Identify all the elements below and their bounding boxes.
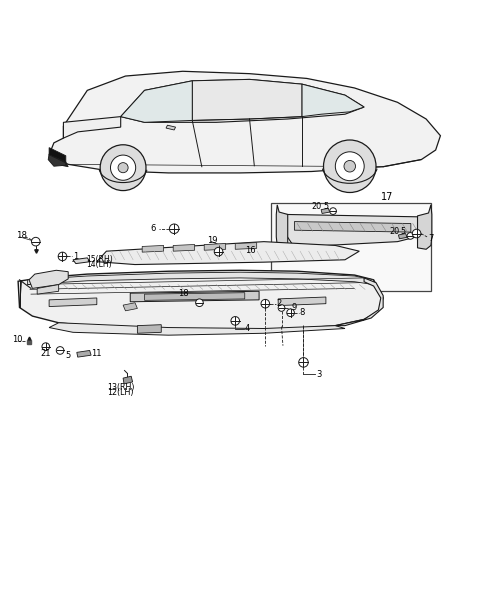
Polygon shape: [120, 79, 364, 122]
Polygon shape: [28, 272, 373, 285]
Polygon shape: [173, 245, 195, 251]
Circle shape: [336, 152, 364, 181]
Circle shape: [110, 155, 136, 180]
Polygon shape: [142, 245, 164, 252]
Polygon shape: [235, 242, 257, 249]
Polygon shape: [48, 155, 66, 166]
Circle shape: [58, 252, 67, 261]
Text: 17: 17: [381, 192, 393, 202]
Text: 9: 9: [291, 303, 296, 312]
Text: 2: 2: [277, 299, 282, 308]
Polygon shape: [123, 376, 132, 384]
Circle shape: [42, 343, 49, 351]
Polygon shape: [130, 292, 259, 302]
Polygon shape: [97, 242, 360, 264]
Text: 21: 21: [40, 349, 51, 358]
Text: 3: 3: [316, 370, 322, 379]
Text: 12(LH): 12(LH): [108, 388, 134, 397]
Circle shape: [299, 357, 308, 367]
Polygon shape: [18, 270, 383, 330]
Circle shape: [118, 162, 128, 173]
Polygon shape: [37, 285, 59, 294]
Polygon shape: [278, 297, 326, 306]
Text: 4: 4: [245, 325, 250, 333]
Polygon shape: [398, 234, 407, 239]
Text: 6: 6: [150, 224, 156, 233]
Polygon shape: [49, 71, 441, 173]
Polygon shape: [418, 205, 432, 249]
Polygon shape: [63, 117, 120, 138]
Text: 1: 1: [73, 252, 78, 261]
Text: 19: 19: [206, 236, 217, 245]
Text: 5: 5: [401, 227, 406, 236]
Circle shape: [169, 224, 179, 234]
Circle shape: [278, 304, 285, 311]
Polygon shape: [120, 81, 192, 122]
Circle shape: [100, 145, 146, 191]
Text: 16: 16: [245, 246, 255, 255]
Polygon shape: [49, 148, 66, 162]
Circle shape: [261, 300, 270, 308]
Circle shape: [214, 247, 223, 256]
Polygon shape: [276, 205, 288, 249]
Polygon shape: [204, 244, 226, 250]
Text: 14(LH): 14(LH): [86, 260, 112, 269]
Polygon shape: [336, 278, 383, 325]
Circle shape: [412, 229, 421, 238]
Circle shape: [32, 237, 40, 246]
Polygon shape: [29, 270, 68, 288]
Text: 18: 18: [16, 231, 27, 240]
Text: 13(RH): 13(RH): [107, 383, 134, 392]
Polygon shape: [321, 208, 330, 213]
Polygon shape: [73, 258, 90, 264]
Text: 5: 5: [324, 202, 329, 211]
Text: 15(RH): 15(RH): [86, 255, 113, 264]
Polygon shape: [144, 293, 245, 300]
Text: 5: 5: [66, 351, 71, 360]
Text: 8: 8: [300, 308, 305, 317]
Circle shape: [407, 232, 414, 239]
Circle shape: [196, 299, 203, 306]
Text: 18: 18: [178, 288, 189, 298]
Circle shape: [324, 140, 376, 192]
Polygon shape: [192, 79, 302, 121]
Polygon shape: [285, 215, 422, 245]
Circle shape: [287, 309, 294, 317]
Text: 20: 20: [312, 202, 322, 211]
Polygon shape: [302, 84, 364, 117]
Circle shape: [56, 347, 64, 354]
Polygon shape: [77, 351, 91, 357]
Polygon shape: [137, 325, 161, 333]
Bar: [271, 202, 431, 291]
Text: 20: 20: [389, 227, 399, 236]
Text: 10: 10: [12, 335, 23, 344]
Polygon shape: [166, 125, 176, 130]
Circle shape: [330, 208, 336, 215]
Text: 11: 11: [91, 349, 102, 359]
Circle shape: [344, 161, 356, 172]
Polygon shape: [123, 303, 137, 311]
Polygon shape: [49, 155, 68, 167]
Polygon shape: [49, 298, 97, 306]
Polygon shape: [294, 221, 411, 232]
Polygon shape: [49, 323, 345, 335]
Text: 7: 7: [428, 234, 433, 243]
Circle shape: [231, 317, 240, 325]
